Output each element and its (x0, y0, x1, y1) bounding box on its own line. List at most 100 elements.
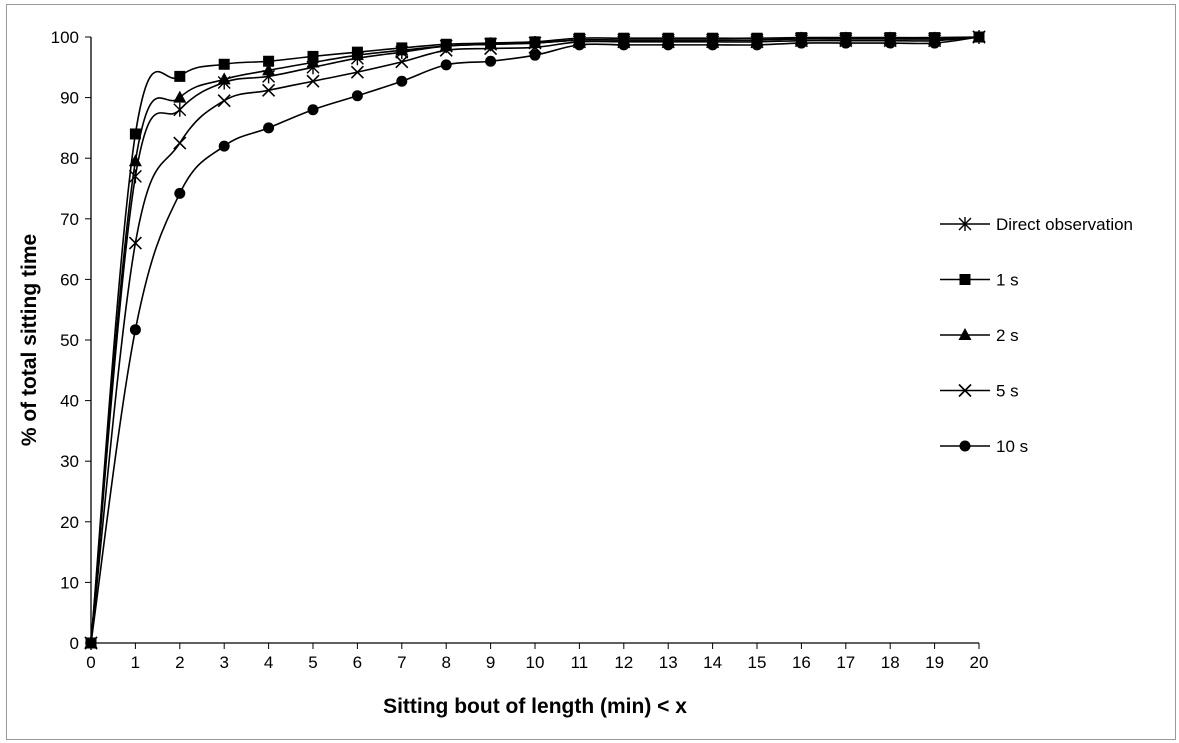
x-tick-label: 19 (925, 653, 944, 672)
legend: Direct observation 1 s 2 s 5 s 10 s (940, 215, 1133, 456)
x-tick-label: 9 (486, 653, 495, 672)
data-point (263, 55, 275, 67)
y-tick-label: 40 (60, 392, 79, 411)
series-3 (84, 30, 986, 650)
data-point (306, 55, 320, 68)
x-tick-label: 7 (397, 653, 406, 672)
data-point (395, 55, 409, 69)
series-line (90, 36, 980, 644)
legend-marker (958, 217, 972, 231)
series-0 (84, 30, 986, 650)
y-tick-label: 80 (60, 149, 79, 168)
data-point (973, 31, 985, 43)
x-tick-label: 4 (264, 653, 273, 672)
chart-axes (85, 36, 980, 649)
x-axis-title: Sitting bout of length (min) < x (383, 695, 687, 718)
data-point (262, 83, 276, 97)
data-point (662, 39, 674, 51)
x-tick-label: 13 (659, 653, 678, 672)
x-tick-label: 20 (970, 653, 989, 672)
y-tick-label: 0 (70, 634, 79, 653)
data-point (174, 187, 186, 199)
x-tick-label: 12 (614, 653, 633, 672)
data-point (85, 637, 97, 649)
data-point (129, 128, 141, 140)
legend-entry: 1 s (940, 271, 1019, 290)
x-tick-label: 8 (441, 653, 450, 672)
data-point (263, 122, 275, 134)
data-point (217, 72, 231, 85)
y-tick-label: 20 (60, 513, 79, 532)
data-point (173, 136, 187, 150)
data-point (573, 39, 585, 51)
data-point (173, 102, 187, 117)
data-point (218, 58, 230, 70)
data-point (350, 65, 364, 79)
y-axis-title: % of total sitting time (18, 234, 41, 446)
plot-area (84, 30, 986, 650)
data-point (173, 90, 187, 103)
series-line (90, 36, 980, 644)
legend-label: 2 s (996, 326, 1019, 345)
chart-frame (6, 4, 1176, 740)
legend-entry: 10 s (940, 437, 1028, 456)
data-point (396, 75, 408, 87)
x-tick-label: 15 (748, 653, 767, 672)
data-point (929, 37, 941, 49)
data-point (795, 37, 807, 49)
data-point (484, 41, 498, 56)
legend-label: 5 s (996, 382, 1019, 401)
data-point (128, 236, 142, 250)
data-point (707, 39, 719, 51)
y-tick-label: 70 (60, 210, 79, 229)
data-point (128, 154, 142, 167)
x-tick-label: 6 (353, 653, 362, 672)
data-point (751, 39, 763, 51)
data-point (307, 104, 319, 116)
data-point (129, 324, 141, 336)
data-point (439, 43, 453, 57)
x-tick-label: 3 (219, 653, 228, 672)
data-point (262, 63, 276, 76)
data-point (840, 37, 852, 49)
y-tick-label: 50 (60, 331, 79, 350)
legend-entry: Direct observation (940, 215, 1133, 234)
data-point (218, 140, 230, 152)
legend-entry: 2 s (940, 326, 1019, 345)
y-tick-label: 90 (60, 89, 79, 108)
data-point (350, 48, 364, 61)
series-4 (85, 31, 985, 649)
legend-marker (958, 328, 972, 340)
legend-entry: 5 s (940, 382, 1019, 401)
data-point (529, 49, 541, 61)
x-tick-label: 17 (836, 653, 855, 672)
y-tick-label: 30 (60, 452, 79, 471)
series-1 (85, 31, 985, 649)
x-tick-label: 16 (792, 653, 811, 672)
data-point (306, 74, 320, 88)
data-point (485, 55, 497, 67)
y-tick-label: 100 (51, 28, 79, 47)
data-point (174, 70, 186, 82)
data-point (884, 37, 896, 49)
legend-marker (959, 440, 971, 452)
data-point (440, 59, 452, 71)
x-tick-label: 14 (703, 653, 722, 672)
x-tick-label: 0 (86, 653, 95, 672)
data-point (351, 90, 363, 102)
series-line (90, 36, 980, 644)
x-tick-label: 2 (175, 653, 184, 672)
series-line (90, 36, 980, 644)
series-2 (84, 30, 986, 648)
x-tick-label: 11 (571, 653, 589, 672)
data-point (128, 169, 142, 184)
legend-label: Direct observation (996, 215, 1133, 234)
y-tick-label: 10 (60, 573, 79, 592)
data-point (395, 43, 409, 56)
series-line (90, 36, 980, 644)
data-point (618, 39, 630, 51)
x-tick-label: 1 (131, 653, 140, 672)
y-tick-label: 60 (60, 270, 79, 289)
